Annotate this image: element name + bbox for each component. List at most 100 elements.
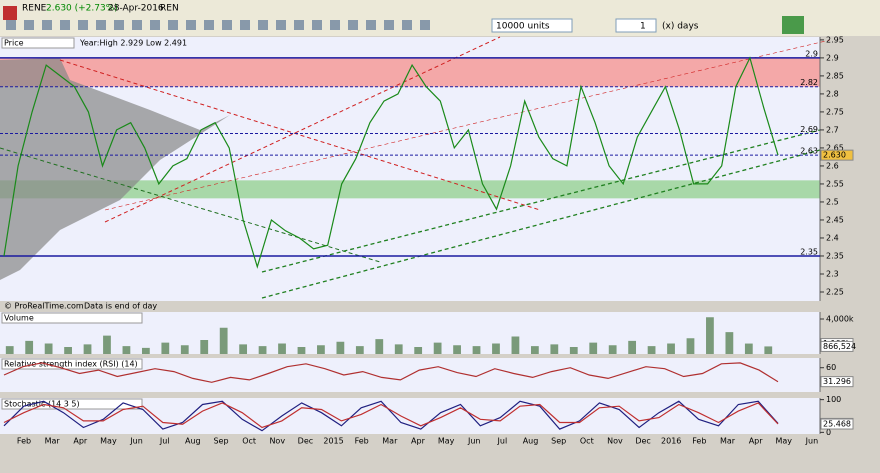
x-label: Jul	[159, 437, 170, 446]
x-label: Sep	[551, 437, 566, 446]
volume-bar	[492, 343, 500, 354]
x-label: Mar	[720, 437, 736, 446]
y-tick-label: 2.8	[826, 89, 839, 98]
trendlines	[0, 36, 831, 299]
y-tick-label: 2.65	[826, 143, 844, 152]
tool-icon[interactable]	[42, 20, 52, 30]
tool-icon[interactable]	[312, 20, 322, 30]
volume-bar	[122, 346, 131, 354]
level-label: 2.9	[805, 49, 818, 58]
data-line	[3, 400, 779, 432]
tool-icon[interactable]	[150, 20, 160, 30]
y-tick-label: 2.7	[826, 125, 839, 134]
panel-title: Price	[4, 39, 24, 48]
level-label: 2.35	[800, 247, 818, 256]
tool-icon[interactable]	[204, 20, 214, 30]
tool-icon[interactable]	[402, 20, 412, 30]
tool-icon[interactable]	[78, 20, 88, 30]
volume-bar	[200, 340, 209, 354]
period-input[interactable]	[615, 18, 657, 33]
x-label: Nov	[607, 437, 623, 446]
x-label: Jun	[805, 437, 819, 446]
data-line	[3, 402, 779, 429]
x-label: Mar	[382, 437, 398, 446]
chart-button[interactable]	[782, 16, 804, 34]
y-tick-label: 2.25	[826, 287, 844, 296]
volume-bar	[744, 343, 753, 354]
tool-icon[interactable]	[420, 20, 430, 30]
tool-icon[interactable]	[366, 20, 376, 30]
panel-header	[1, 358, 143, 370]
volume-bar	[180, 345, 189, 354]
volume-bar	[5, 346, 14, 354]
volume-bar	[764, 346, 773, 354]
footer: © ProRealTime.com	[4, 302, 84, 311]
date: 28-Apr-2016	[108, 4, 164, 14]
tool-icon[interactable]	[186, 20, 196, 30]
x-label: May	[438, 437, 455, 446]
volume-bar	[414, 347, 423, 354]
volume-bar	[219, 327, 228, 354]
tool-icon[interactable]	[132, 20, 142, 30]
volume-bar	[589, 342, 598, 354]
footer: Data is end of day	[84, 302, 157, 311]
tool-icon[interactable]	[294, 20, 304, 30]
zone	[0, 180, 820, 199]
tool-icon[interactable]	[330, 20, 340, 30]
x-label: Feb	[692, 437, 706, 446]
tool-icon[interactable]	[276, 20, 286, 30]
y-tick-label: 2.85	[826, 71, 844, 80]
x-label: Nov	[269, 437, 285, 446]
y-tick-label: 2.3	[826, 269, 839, 278]
x-label: Aug	[185, 437, 201, 446]
tool-icon[interactable]	[114, 20, 124, 30]
panel-title: Volume	[4, 314, 34, 323]
x-label: May	[100, 437, 117, 446]
y-tick-label: 2.75	[826, 107, 844, 116]
volume-bar	[686, 338, 695, 354]
tool-icon[interactable]	[258, 20, 268, 30]
tool-icon[interactable]	[348, 20, 358, 30]
panel-title: Stochastic (14 3 5)	[4, 400, 80, 409]
volume-bar	[355, 346, 364, 354]
y-tick-label: 2.9	[826, 53, 839, 62]
volume-bar	[511, 336, 520, 354]
tool-icon[interactable]	[240, 20, 250, 30]
tool-icon[interactable]	[168, 20, 178, 30]
value-tag-label: 31.296	[823, 377, 851, 386]
period-count: 1	[640, 22, 646, 32]
units-input[interactable]	[491, 18, 573, 33]
tool-icon[interactable]	[96, 20, 106, 30]
tool-icon[interactable]	[24, 20, 34, 30]
x-label: Dec	[298, 437, 313, 446]
volume-bar	[667, 343, 675, 354]
x-label: Apr	[749, 437, 764, 446]
volume-bar	[258, 346, 267, 354]
volume-bar	[64, 347, 72, 354]
level-label: 2.63	[800, 147, 818, 156]
panel-header	[1, 312, 143, 324]
value-tag	[820, 340, 854, 352]
tool-icon[interactable]	[222, 20, 232, 30]
x-label: Oct	[242, 437, 256, 446]
y-tick-label: 0	[826, 428, 831, 437]
tool-icon[interactable]	[6, 20, 16, 30]
app-icon[interactable]	[3, 6, 17, 20]
y-tick-label: 4,000k	[826, 315, 854, 324]
volume-bar	[530, 346, 539, 354]
panel-title: Relative strength index (RSI) (14)	[4, 360, 138, 369]
y-tick-label: 100	[826, 395, 841, 404]
volume-bar	[550, 344, 559, 354]
value-tag	[820, 149, 854, 161]
y-tick-label: 2.4	[826, 233, 839, 242]
x-label: Jul	[497, 437, 508, 446]
zone	[0, 57, 820, 87]
name: REN	[160, 4, 179, 14]
x-label: Oct	[580, 437, 594, 446]
tool-icon[interactable]	[384, 20, 394, 30]
volume-bar	[628, 340, 637, 354]
level-label: 2.82	[800, 78, 818, 87]
tool-icon[interactable]	[60, 20, 70, 30]
value-tag	[820, 376, 854, 388]
